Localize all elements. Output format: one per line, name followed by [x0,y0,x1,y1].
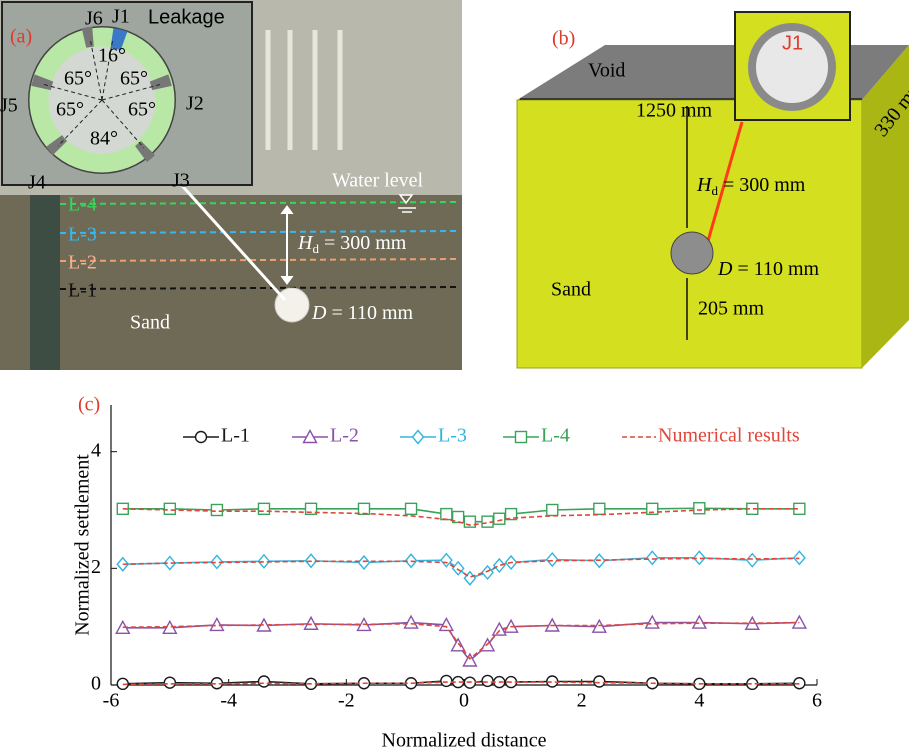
marker [164,503,175,514]
panel-b: (b) Void 1250 mm 330 mm J1 Hd = 300 mm D… [517,12,909,368]
angle: 84° [90,128,118,150]
marker [258,503,269,514]
marker [258,676,269,687]
marker [516,432,527,443]
diameter-symbol: D [311,302,327,324]
layer-label: L-1 [68,280,97,302]
marker [694,503,705,514]
angle: 65° [64,68,92,90]
x-tick-label: -6 [103,690,120,712]
marker [547,505,558,516]
soil-label: Sand [130,312,170,334]
depth-text: = 300 mm [718,174,806,196]
legend-label: L-4 [541,425,570,447]
legend-label: L-1 [221,425,250,447]
diameter-label: D = 110 mm [311,302,414,324]
depth-symbol: H [696,174,713,196]
leakage-label: Leakage [148,6,225,28]
joint-label: J4 [28,172,46,194]
marker [594,503,605,514]
photo-frame [30,195,60,370]
legend-label: L-2 [330,425,359,447]
layer-label: L-4 [68,194,97,216]
angle: 65° [56,99,84,121]
bottom-label: 205 mm [698,298,765,320]
chart: (c) Normalized distance Normalized settl… [72,394,822,752]
x-tick-label: 6 [812,690,822,712]
diameter-text: = 110 mm [326,302,413,324]
marker [482,675,493,686]
angle: 65° [120,68,148,90]
diameter-label: D = 110 mm [717,258,820,280]
layer-label: L-2 [68,252,97,274]
panel-label: (c) [78,394,100,416]
marker [164,677,175,688]
x-tick-label: 2 [577,690,587,712]
marker [494,559,505,572]
joint-label: J1 [782,32,803,54]
panel-label: (a) [10,26,32,48]
marker [211,505,222,516]
figure: L-4 L-3 L-2 L-1 Water level Hd = 300 mm … [0,0,909,754]
x-tick-label: -4 [220,690,237,712]
panel-a: L-4 L-3 L-2 L-1 Water level Hd = 300 mm … [0,0,462,370]
marker [441,675,452,686]
x-tick-label: 0 [459,690,469,712]
y-tick-label: 2 [91,556,101,578]
marker [196,432,207,443]
marker [358,503,369,514]
depth-text: = 300 mm [319,232,407,254]
joint-label: J2 [186,93,204,115]
angle: 65° [128,99,156,121]
marker [547,553,558,566]
diameter-text: = 110 mm [732,258,819,280]
tunnel [671,232,713,274]
leakage-mark [112,38,124,41]
marker [482,566,493,579]
marker [594,676,605,687]
y-axis-label: Normalized settlement [72,454,94,636]
marker [441,509,452,520]
angle: 16° [98,45,126,67]
marker [358,556,369,569]
legend-label: Numerical results [658,425,800,447]
joint-label: J1 [112,6,130,28]
length-label: 1250 mm [636,100,713,122]
diameter-symbol: D [717,258,733,280]
marker [647,551,658,564]
layer-label: L-3 [68,224,97,246]
marker [453,562,464,575]
marker [406,503,417,514]
soil-label: Sand [551,279,591,301]
y-tick-label: 4 [91,439,101,461]
depth-symbol: H [297,232,314,254]
y-tick-label: 0 [91,673,101,695]
joint-label: J5 [0,95,18,117]
marker [494,513,505,524]
marker [413,431,424,444]
x-axis-label: Normalized distance [382,730,547,752]
water-level: Water level [332,170,424,192]
panel-label: (b) [552,28,575,50]
x-tick-label: 4 [694,690,704,712]
marker [747,554,758,567]
legend-label: L-3 [438,425,467,447]
joint-label: J3 [172,170,190,192]
marker [452,639,465,651]
void-label: Void [588,60,625,82]
x-tick-label: -2 [338,690,355,712]
joint-label: J6 [85,8,103,30]
marker [794,551,805,564]
